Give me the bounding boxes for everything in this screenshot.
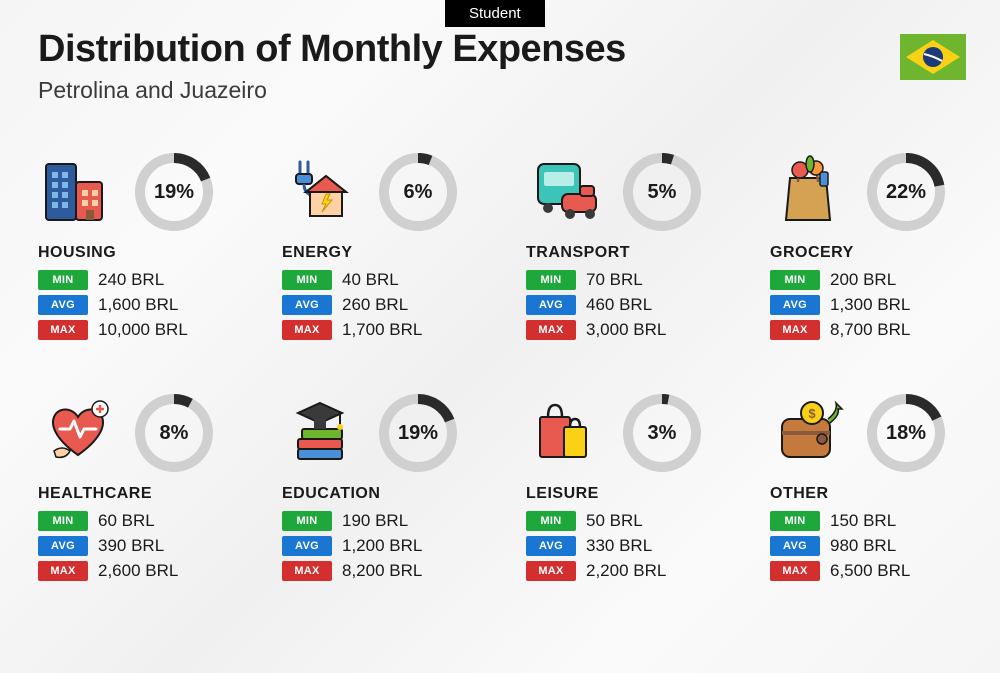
other-name: OTHER [770,485,982,503]
max-badge: MAX [38,320,88,340]
card-education: 19% EDUCATION MIN 190 BRL AVG 1,200 BRL … [282,391,494,586]
housing-donut: 19% [132,150,216,234]
avg-badge: AVG [38,295,88,315]
healthcare-max: 2,600 BRL [98,561,178,581]
grocery-min: 200 BRL [830,270,896,290]
leisure-min: 50 BRL [586,511,643,531]
leisure-name: LEISURE [526,485,738,503]
healthcare-avg: 390 BRL [98,536,164,556]
max-badge: MAX [282,561,332,581]
page-title: Distribution of Monthly Expenses [38,28,626,71]
grocery-avg: 1,300 BRL [830,295,910,315]
svg-text:$: $ [808,406,816,421]
education-max: 8,200 BRL [342,561,422,581]
leisure-max: 2,200 BRL [586,561,666,581]
flag-brazil-icon [900,34,966,80]
housing-pct: 19% [132,150,216,234]
max-badge: MAX [282,320,332,340]
leisure-donut: 3% [620,391,704,475]
avg-badge: AVG [282,295,332,315]
card-housing: 19% HOUSING MIN 240 BRL AVG 1,600 BRL MA… [38,150,250,345]
min-badge: MIN [526,511,576,531]
healthcare-name: HEALTHCARE [38,485,250,503]
healthcare-min: 60 BRL [98,511,155,531]
transport-name: TRANSPORT [526,244,738,262]
energy-icon [282,152,362,232]
card-other: $ 18% OTHER MIN 150 BRL AVG 980 BRL MAX … [770,391,982,586]
education-min: 190 BRL [342,511,408,531]
max-badge: MAX [770,561,820,581]
category-tag: Student [445,0,545,27]
avg-badge: AVG [282,536,332,556]
education-icon [282,393,362,473]
avg-badge: AVG [38,536,88,556]
energy-donut: 6% [376,150,460,234]
other-avg: 980 BRL [830,536,896,556]
energy-name: ENERGY [282,244,494,262]
avg-badge: AVG [526,295,576,315]
min-badge: MIN [282,511,332,531]
max-badge: MAX [526,561,576,581]
page-subtitle: Petrolina and Juazeiro [38,77,626,104]
transport-avg: 460 BRL [586,295,652,315]
min-badge: MIN [770,270,820,290]
card-healthcare: 8% HEALTHCARE MIN 60 BRL AVG 390 BRL MAX… [38,391,250,586]
healthcare-pct: 8% [132,391,216,475]
transport-donut: 5% [620,150,704,234]
housing-avg: 1,600 BRL [98,295,178,315]
other-icon: $ [770,393,850,473]
education-donut: 19% [376,391,460,475]
energy-avg: 260 BRL [342,295,408,315]
category-grid: 19% HOUSING MIN 240 BRL AVG 1,600 BRL MA… [38,150,966,586]
energy-max: 1,700 BRL [342,320,422,340]
housing-max: 10,000 BRL [98,320,188,340]
grocery-name: GROCERY [770,244,982,262]
other-donut: 18% [864,391,948,475]
max-badge: MAX [38,561,88,581]
transport-icon [526,152,606,232]
transport-min: 70 BRL [586,270,643,290]
page-header: Distribution of Monthly Expenses Petroli… [38,28,626,104]
housing-name: HOUSING [38,244,250,262]
education-name: EDUCATION [282,485,494,503]
card-transport: 5% TRANSPORT MIN 70 BRL AVG 460 BRL MAX … [526,150,738,345]
min-badge: MIN [770,511,820,531]
healthcare-donut: 8% [132,391,216,475]
min-badge: MIN [38,270,88,290]
housing-min: 240 BRL [98,270,164,290]
card-energy: 6% ENERGY MIN 40 BRL AVG 260 BRL MAX 1,7… [282,150,494,345]
grocery-max: 8,700 BRL [830,320,910,340]
energy-min: 40 BRL [342,270,399,290]
min-badge: MIN [526,270,576,290]
min-badge: MIN [38,511,88,531]
avg-badge: AVG [770,536,820,556]
energy-pct: 6% [376,150,460,234]
other-max: 6,500 BRL [830,561,910,581]
education-avg: 1,200 BRL [342,536,422,556]
other-pct: 18% [864,391,948,475]
max-badge: MAX [770,320,820,340]
leisure-icon [526,393,606,473]
transport-max: 3,000 BRL [586,320,666,340]
max-badge: MAX [526,320,576,340]
avg-badge: AVG [770,295,820,315]
transport-pct: 5% [620,150,704,234]
leisure-avg: 330 BRL [586,536,652,556]
leisure-pct: 3% [620,391,704,475]
housing-icon [38,152,118,232]
healthcare-icon [38,393,118,473]
grocery-pct: 22% [864,150,948,234]
grocery-icon [770,152,850,232]
card-grocery: 22% GROCERY MIN 200 BRL AVG 1,300 BRL MA… [770,150,982,345]
min-badge: MIN [282,270,332,290]
card-leisure: 3% LEISURE MIN 50 BRL AVG 330 BRL MAX 2,… [526,391,738,586]
other-min: 150 BRL [830,511,896,531]
avg-badge: AVG [526,536,576,556]
education-pct: 19% [376,391,460,475]
grocery-donut: 22% [864,150,948,234]
